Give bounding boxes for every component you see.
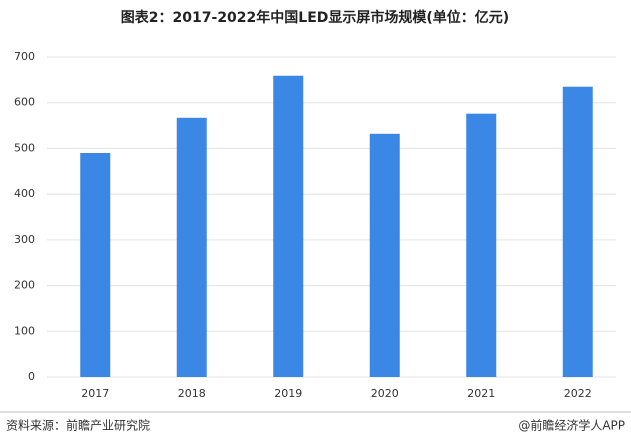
y-tick-label: 300	[14, 233, 35, 246]
y-tick-label: 0	[28, 370, 35, 383]
y-tick-label: 700	[14, 50, 35, 63]
y-tick-label: 500	[14, 141, 35, 154]
credit: @前瞻经济学人APP	[518, 418, 625, 433]
bar	[466, 113, 497, 377]
y-tick-label: 200	[14, 279, 35, 292]
source: 资料来源：前瞻产业研究院	[6, 418, 150, 433]
bar	[273, 75, 304, 377]
chart-title: 图表2：2017-2022年中国LED显示屏市场规模(单位：亿元)	[121, 9, 509, 26]
bar	[176, 117, 207, 378]
x-tick-label: 2017	[81, 387, 109, 400]
bar	[562, 86, 593, 377]
x-tick-label: 2021	[467, 387, 495, 400]
x-tick-label: 2018	[178, 387, 206, 400]
y-tick-label: 100	[14, 324, 35, 337]
x-tick-label: 2022	[564, 387, 592, 400]
bar	[369, 133, 400, 377]
y-tick-label: 600	[14, 96, 35, 109]
bar	[80, 153, 111, 377]
y-tick-label: 400	[14, 187, 35, 200]
x-tick-label: 2019	[274, 387, 302, 400]
x-tick-label: 2020	[371, 387, 399, 400]
